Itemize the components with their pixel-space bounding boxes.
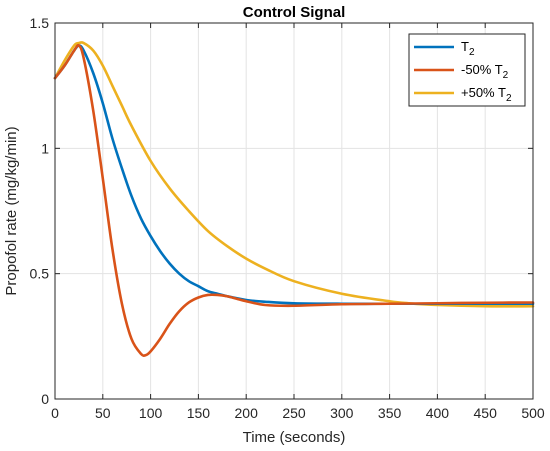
- x-tick-label: 450: [474, 405, 498, 421]
- series-line-0: [53, 44, 535, 306]
- y-tick-label: 0.5: [30, 266, 50, 282]
- x-tick-label: 400: [426, 405, 450, 421]
- legend-label-0: T2: [461, 39, 475, 58]
- x-tick-label: 50: [95, 405, 111, 421]
- ticks: 0 50 100 150 200 250 300 350 400 450 500 0 0.5 1 1.5: [30, 15, 545, 421]
- y-tick-label: 1: [41, 140, 49, 156]
- x-tick-label: 500: [521, 405, 545, 421]
- x-tick-label: 150: [187, 405, 211, 421]
- legend-label-subscript: 2: [503, 70, 509, 81]
- chart-title: Control Signal: [243, 4, 346, 21]
- x-axis-label: Time (seconds): [243, 429, 346, 446]
- series-line-2: [53, 41, 535, 308]
- x-tick-label: 0: [51, 405, 59, 421]
- legend-label-2: +50% T2: [461, 85, 512, 104]
- legend-label-base: T: [461, 39, 469, 54]
- y-tick-label: 0: [41, 391, 49, 407]
- legend-label-subscript: 2: [506, 93, 512, 104]
- x-tick-label: 300: [330, 405, 354, 421]
- series-layer: [53, 41, 535, 357]
- y-axis-label: Propofol rate (mg/kg/min): [3, 126, 20, 295]
- legend-label-base: +50% T: [461, 85, 506, 100]
- legend: T2-50% T2+50% T2: [408, 33, 526, 107]
- x-tick-label: 200: [235, 405, 259, 421]
- x-tick-label: 350: [378, 405, 402, 421]
- legend-label-base: -50% T: [461, 62, 503, 77]
- legend-label-1: -50% T2: [461, 62, 509, 81]
- y-tick-label: 1.5: [30, 15, 50, 31]
- series-line-1: [53, 43, 535, 357]
- x-tick-label: 100: [139, 405, 163, 421]
- x-tick-label: 250: [282, 405, 306, 421]
- legend-label-subscript: 2: [469, 47, 475, 58]
